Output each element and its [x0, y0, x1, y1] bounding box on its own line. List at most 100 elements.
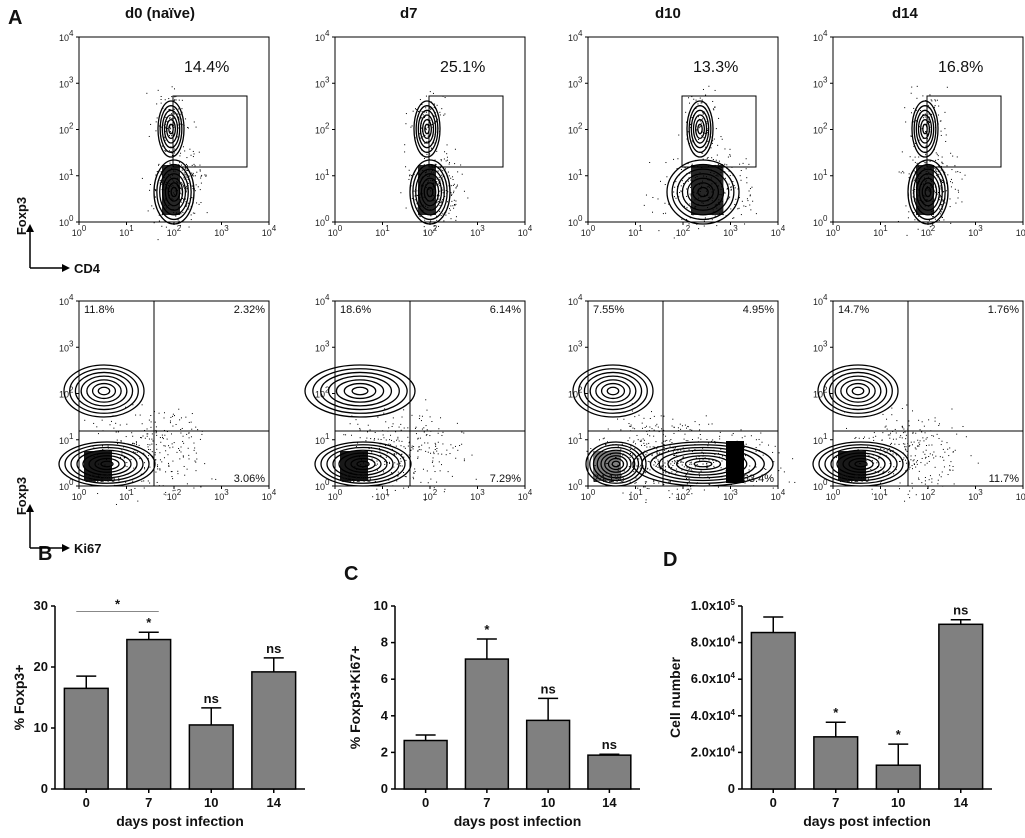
- cd4-plot-ytick-label-3-2-exp: 2: [823, 122, 828, 131]
- cd4-low-2-dot-223: [745, 205, 747, 207]
- cd4-low-1-dot-213: [405, 207, 407, 209]
- ki67-prolif-dot-106: [688, 449, 690, 451]
- cd4-low-0-dot-240: [179, 224, 181, 226]
- x-axis-label-row2: Ki67: [74, 541, 101, 556]
- ki67-0-dot-71: [175, 423, 177, 425]
- foxp3-gate-1: [428, 95, 504, 168]
- ki67-2-dot-204: [607, 441, 609, 443]
- cd4-high-1-dot-13: [429, 119, 431, 121]
- cd4-low-2-dot-167: [690, 179, 692, 181]
- cd4-low-0-dot-80: [186, 169, 188, 171]
- ki67-1-dot-16: [434, 449, 436, 451]
- cd4-low-0-dot-114: [184, 168, 186, 170]
- ki67-1-dot-131: [447, 471, 449, 473]
- ki67-3-dot-125: [928, 419, 930, 421]
- ki67-prolif-dot-118: [657, 462, 659, 464]
- ki67-2-dot-106: [651, 428, 653, 430]
- cd4-low-2-dot-204: [724, 148, 726, 150]
- cd4-low-1-dot-84: [454, 204, 456, 206]
- ytick-label-c-5-base: 10: [374, 598, 388, 613]
- xtick-label-c-0: 0: [422, 795, 429, 810]
- ki67-1-dot-142: [429, 435, 431, 437]
- cd4-low-3-dot-203: [914, 177, 916, 179]
- ki67-2-dot-220: [631, 410, 633, 412]
- cd4-low-0-dot-8: [185, 168, 187, 170]
- ki67-1-dot-215: [388, 461, 390, 463]
- cd4-low-0-dot-177: [185, 201, 187, 203]
- ki67-0-dot-120: [183, 465, 185, 467]
- ki67-3-dot-52: [901, 437, 903, 439]
- ki67-1-dot-22: [376, 463, 378, 465]
- cd4-low-0-dot-237: [190, 214, 192, 216]
- ki67-3-dot-239: [934, 420, 936, 422]
- ki67-3-dot-36: [929, 453, 931, 455]
- cd4-high-2-dot-59: [706, 123, 708, 125]
- cd4-low-3-dot-101: [939, 208, 941, 210]
- ki67-0-dot-135: [118, 480, 120, 482]
- cd4-low-2-dot-111: [739, 197, 741, 199]
- cd4-high-0-dot-42: [169, 126, 171, 128]
- cd4-low-0-dot-7: [178, 221, 180, 223]
- ki67-prolif-dot-31: [669, 481, 671, 483]
- cd4-plot-ytick-label-1-1: 101: [315, 168, 330, 182]
- cd4-low-2-dot-164: [652, 196, 654, 198]
- ki67-1-dot-174: [383, 437, 385, 439]
- ki67-prolif-dot-48: [778, 452, 780, 454]
- ki67-2-dot-85: [641, 422, 643, 424]
- ki67-prolif-dot-41: [653, 435, 655, 437]
- ki67-3-dot-124: [885, 425, 887, 427]
- cd4-high-0-dot-34: [177, 113, 179, 115]
- cd4-high-3-dot-7: [944, 128, 946, 130]
- cd4-low-1-dot-216: [435, 184, 437, 186]
- ki67-3-dot-134: [912, 432, 914, 434]
- ki67-1-dot-30: [452, 447, 454, 449]
- cd4-low-0-dot-39: [155, 174, 157, 176]
- ki67-3-dot-76: [896, 420, 898, 422]
- ki67-0-dot-94: [149, 449, 151, 451]
- ki67-foxp3pos-2-contour-7: [572, 364, 654, 418]
- cd4-low-2-dot-92: [728, 183, 730, 185]
- ki67-0-dot-198: [193, 449, 195, 451]
- cd4-high-1-dot-54: [432, 92, 434, 94]
- ki67-2-dot-187: [640, 464, 642, 466]
- ki67-1-dot-147: [403, 456, 405, 458]
- ki67-prolif-dot-159: [672, 418, 674, 420]
- ki67-0-dot-3: [148, 455, 150, 457]
- cd4-low-3-dot-83: [938, 199, 940, 201]
- ki67-2-dot-108: [659, 452, 661, 454]
- cd4-high-1-dot-56: [422, 136, 424, 138]
- cd4-plot-xtick-label-2-3-base: 10: [723, 228, 733, 238]
- ki67-plot-xtick-label-2-1-exp: 1: [638, 488, 643, 497]
- ki67-0-dot-218: [195, 426, 197, 428]
- ki67-prolif-dot-184: [689, 462, 691, 464]
- cd4-high-0-dot-78: [160, 126, 162, 128]
- cd4-low-2-dot-174: [748, 163, 750, 165]
- ki67-0-dot-45: [138, 444, 140, 446]
- ki67-3-dot-141: [887, 434, 889, 436]
- ki67-2-dot-38: [658, 431, 660, 433]
- cd4-low-2-dot-52: [698, 228, 700, 230]
- cd4-low-3-dot-78: [936, 171, 938, 173]
- ki67-0-dot-82: [170, 471, 172, 473]
- ki67-3-dot-190: [911, 468, 913, 470]
- ki67-prolif-dot-135: [680, 461, 682, 463]
- ki67-foxp3pos-2-contour-1: [606, 386, 620, 396]
- quadrant-ur-1: 6.14%: [490, 304, 521, 316]
- cd4-low-2-dot-108: [716, 154, 718, 156]
- ki67-1-dot-117: [426, 470, 428, 472]
- cd4-low-2-dot-241: [726, 164, 728, 166]
- ki67-plot-ytick-label-3-3-exp: 3: [823, 339, 828, 348]
- cd4-low-1-dot-223: [419, 216, 421, 218]
- cd4-low-2-dot-82: [752, 200, 754, 202]
- cd4-low-1-dot-243: [439, 185, 441, 187]
- ki67-0-dot-28: [155, 429, 157, 431]
- ki67-2-dot-134: [643, 486, 645, 488]
- cd4-low-2-dot-31: [745, 158, 747, 160]
- cd4-low-3-dot-232: [951, 169, 953, 171]
- cd4-plot-xtick-label-1-1-exp: 1: [385, 224, 390, 233]
- ki67-3-dot-159: [952, 451, 954, 453]
- ki67-3-dot-22: [894, 428, 896, 430]
- ki67-0-dot-216: [162, 436, 164, 438]
- ki67-3-dot-90: [931, 444, 933, 446]
- ki67-0-dot-183: [107, 445, 109, 447]
